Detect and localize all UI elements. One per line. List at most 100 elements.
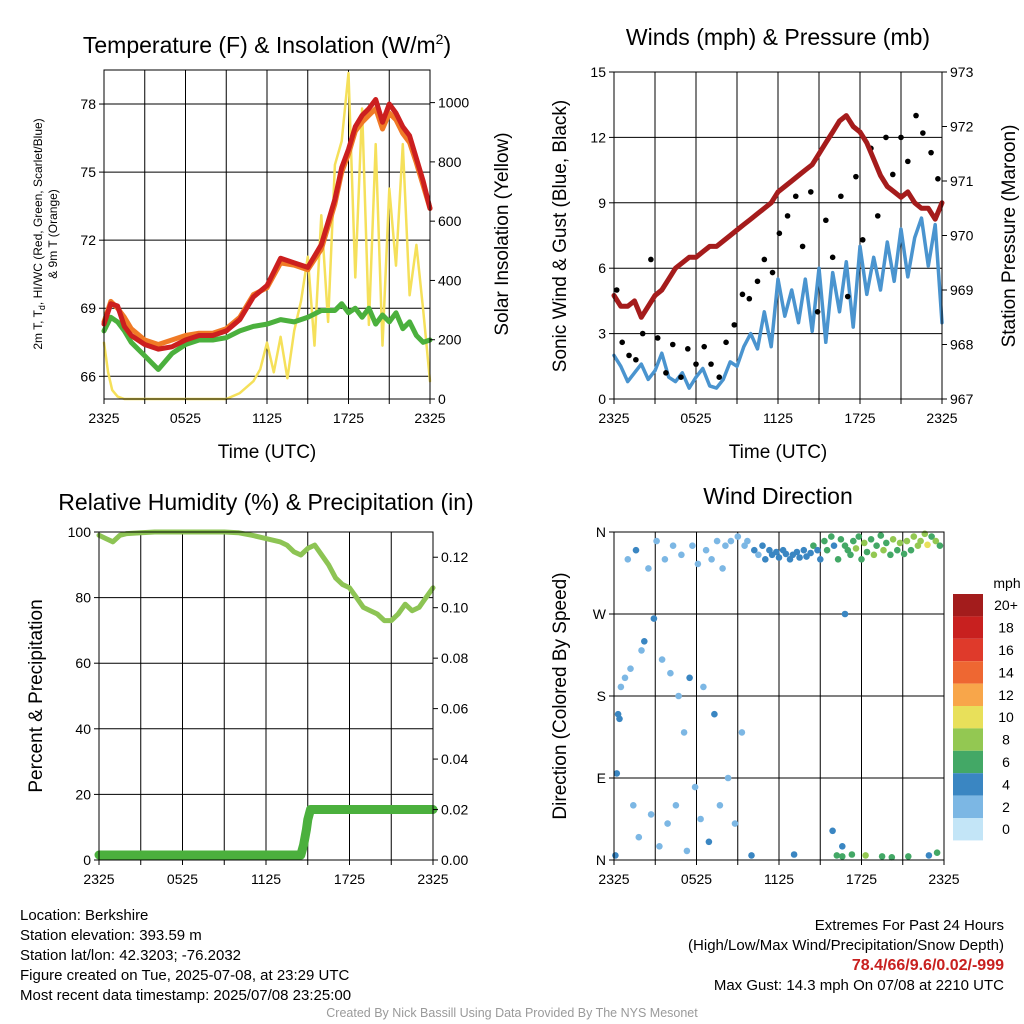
direction-point <box>900 550 908 558</box>
direction-point <box>689 542 696 549</box>
legend-label: 0 <box>1002 821 1010 837</box>
direction-point <box>762 556 769 563</box>
winds-gust-point <box>913 112 919 119</box>
winds-gust-point <box>685 346 691 352</box>
winds-gust-point <box>613 287 620 293</box>
direction-point <box>653 537 660 545</box>
humidity-y2-tick-label: 0.04 <box>441 751 468 767</box>
temperature-y2-tick-label: 200 <box>438 332 462 348</box>
legend-label: 16 <box>998 642 1014 658</box>
winds-gust-point <box>898 134 904 141</box>
humidity-y-tick-label: 40 <box>75 721 91 737</box>
humidity-y-tick-label: 100 <box>68 524 92 540</box>
direction-point <box>928 533 935 540</box>
legend-swatch <box>953 616 983 639</box>
direction-point <box>828 533 835 540</box>
direction-point <box>691 783 699 791</box>
direction-point <box>731 820 739 827</box>
winds-gust-point <box>844 293 851 300</box>
temperature-y2-tick-label: 600 <box>438 213 462 229</box>
direction-point <box>839 843 846 850</box>
humidity-x-tick-label: 1125 <box>251 871 281 887</box>
temperature-y2-tick-label: 1000 <box>438 95 469 111</box>
temperature-y-tick-label: 69 <box>80 300 96 316</box>
legend-label: 14 <box>998 664 1014 680</box>
humidity-y2-tick-label: 0.02 <box>441 802 468 818</box>
winds-gust-point <box>905 158 911 165</box>
winds-x-tick-label: 1725 <box>844 410 875 426</box>
winds-y2-tick-label: 969 <box>950 282 974 298</box>
direction-point <box>661 556 669 563</box>
station-elevation: Station elevation: 393.59 m <box>20 927 202 944</box>
direction-point <box>617 683 625 691</box>
winds-gust-point <box>808 189 814 195</box>
direction-point <box>917 537 924 545</box>
winds-gust-point <box>663 370 669 376</box>
direction-point <box>755 551 762 559</box>
direction-point <box>638 647 645 654</box>
humidity-x-tick-label: 1725 <box>334 871 365 887</box>
humidity-ticks: 2325 0525 1125 1725 2325 0 20 40 60 80 100 0.00 0.02… <box>68 524 469 887</box>
direction-point <box>664 820 671 827</box>
winds-gust-point <box>654 335 661 341</box>
winds-gust-point <box>619 339 625 346</box>
humidity-y-tick-label: 60 <box>75 655 91 671</box>
winds-station-pressure-line <box>611 113 945 320</box>
winds-gust-point <box>823 217 829 224</box>
direction-point <box>672 802 680 809</box>
direction-point <box>867 536 875 543</box>
winds-y-tick-label: 9 <box>598 195 606 211</box>
winds-right-axis-label: Station Pressure (Maroon) <box>999 125 1020 348</box>
direction-point <box>796 554 803 561</box>
winds-gust-point <box>920 130 926 136</box>
winds-y2-tick-label: 970 <box>950 228 974 244</box>
winds-gust-point <box>739 291 746 298</box>
winds-gust-point <box>716 374 723 381</box>
direction-point <box>830 542 838 549</box>
recent-timestamp: Most recent data timestamp: 2025/07/08 2… <box>20 987 352 1004</box>
station-location: Location: Berkshire <box>20 907 149 924</box>
extremes-info: Extremes For Past 24 Hours (High/Low/Max… <box>688 916 1004 996</box>
direction-point <box>632 546 640 554</box>
winds-y2-tick-label: 971 <box>950 173 974 189</box>
winds-gust-point <box>761 256 768 263</box>
winds-gust-point <box>874 213 881 219</box>
direction-point <box>744 537 751 545</box>
winds-gust-point <box>731 322 738 328</box>
extremes-fields: (High/Low/Max Wind/Precipitation/Snow De… <box>688 937 1004 954</box>
direction-point <box>748 852 755 859</box>
direction-point <box>667 669 674 677</box>
legend-label: 10 <box>998 709 1014 725</box>
direction-point <box>925 852 933 859</box>
direction-point <box>933 849 941 856</box>
direction-point <box>852 545 860 552</box>
direction-point <box>775 554 783 561</box>
legend-swatch <box>953 750 983 774</box>
direction-point <box>722 542 729 549</box>
direction-point <box>932 537 940 545</box>
direction-point <box>713 537 721 545</box>
direction-point <box>839 853 846 860</box>
direction-point <box>708 556 715 563</box>
winds-gust-point <box>859 237 866 243</box>
temperature-y-tick-label: 72 <box>80 232 96 248</box>
legend-label: 6 <box>1002 754 1010 770</box>
legend-swatch <box>953 773 983 796</box>
winds-gust-point <box>853 173 859 180</box>
direction-point <box>910 533 918 540</box>
legend-label: 2 <box>1002 799 1010 815</box>
temperature-right-axis-label: Solar Insolation (Yellow) <box>492 132 513 335</box>
winds-gust-point <box>723 339 729 346</box>
direction-point <box>773 548 780 556</box>
direction-point <box>921 530 929 538</box>
direction-point <box>669 542 677 549</box>
temperature-ticks: 2325 0525 1125 1725 2325 66 69 72 75 78 0 200 400 600… <box>80 95 469 426</box>
direction-y-tick-label: N <box>596 852 606 868</box>
winds-y-tick-label: 15 <box>590 64 606 80</box>
winds-panel: Winds (mph) & Pressure (mb) 2325 0525 1125… <box>550 24 1020 463</box>
direction-point <box>621 674 629 682</box>
direction-point <box>810 542 817 549</box>
station-info: Location: Berkshire Station elevation: 3… <box>20 906 351 1006</box>
direction-point <box>863 548 871 556</box>
credit-line: Created By Nick Bassill Using Data Provi… <box>326 1006 698 1020</box>
